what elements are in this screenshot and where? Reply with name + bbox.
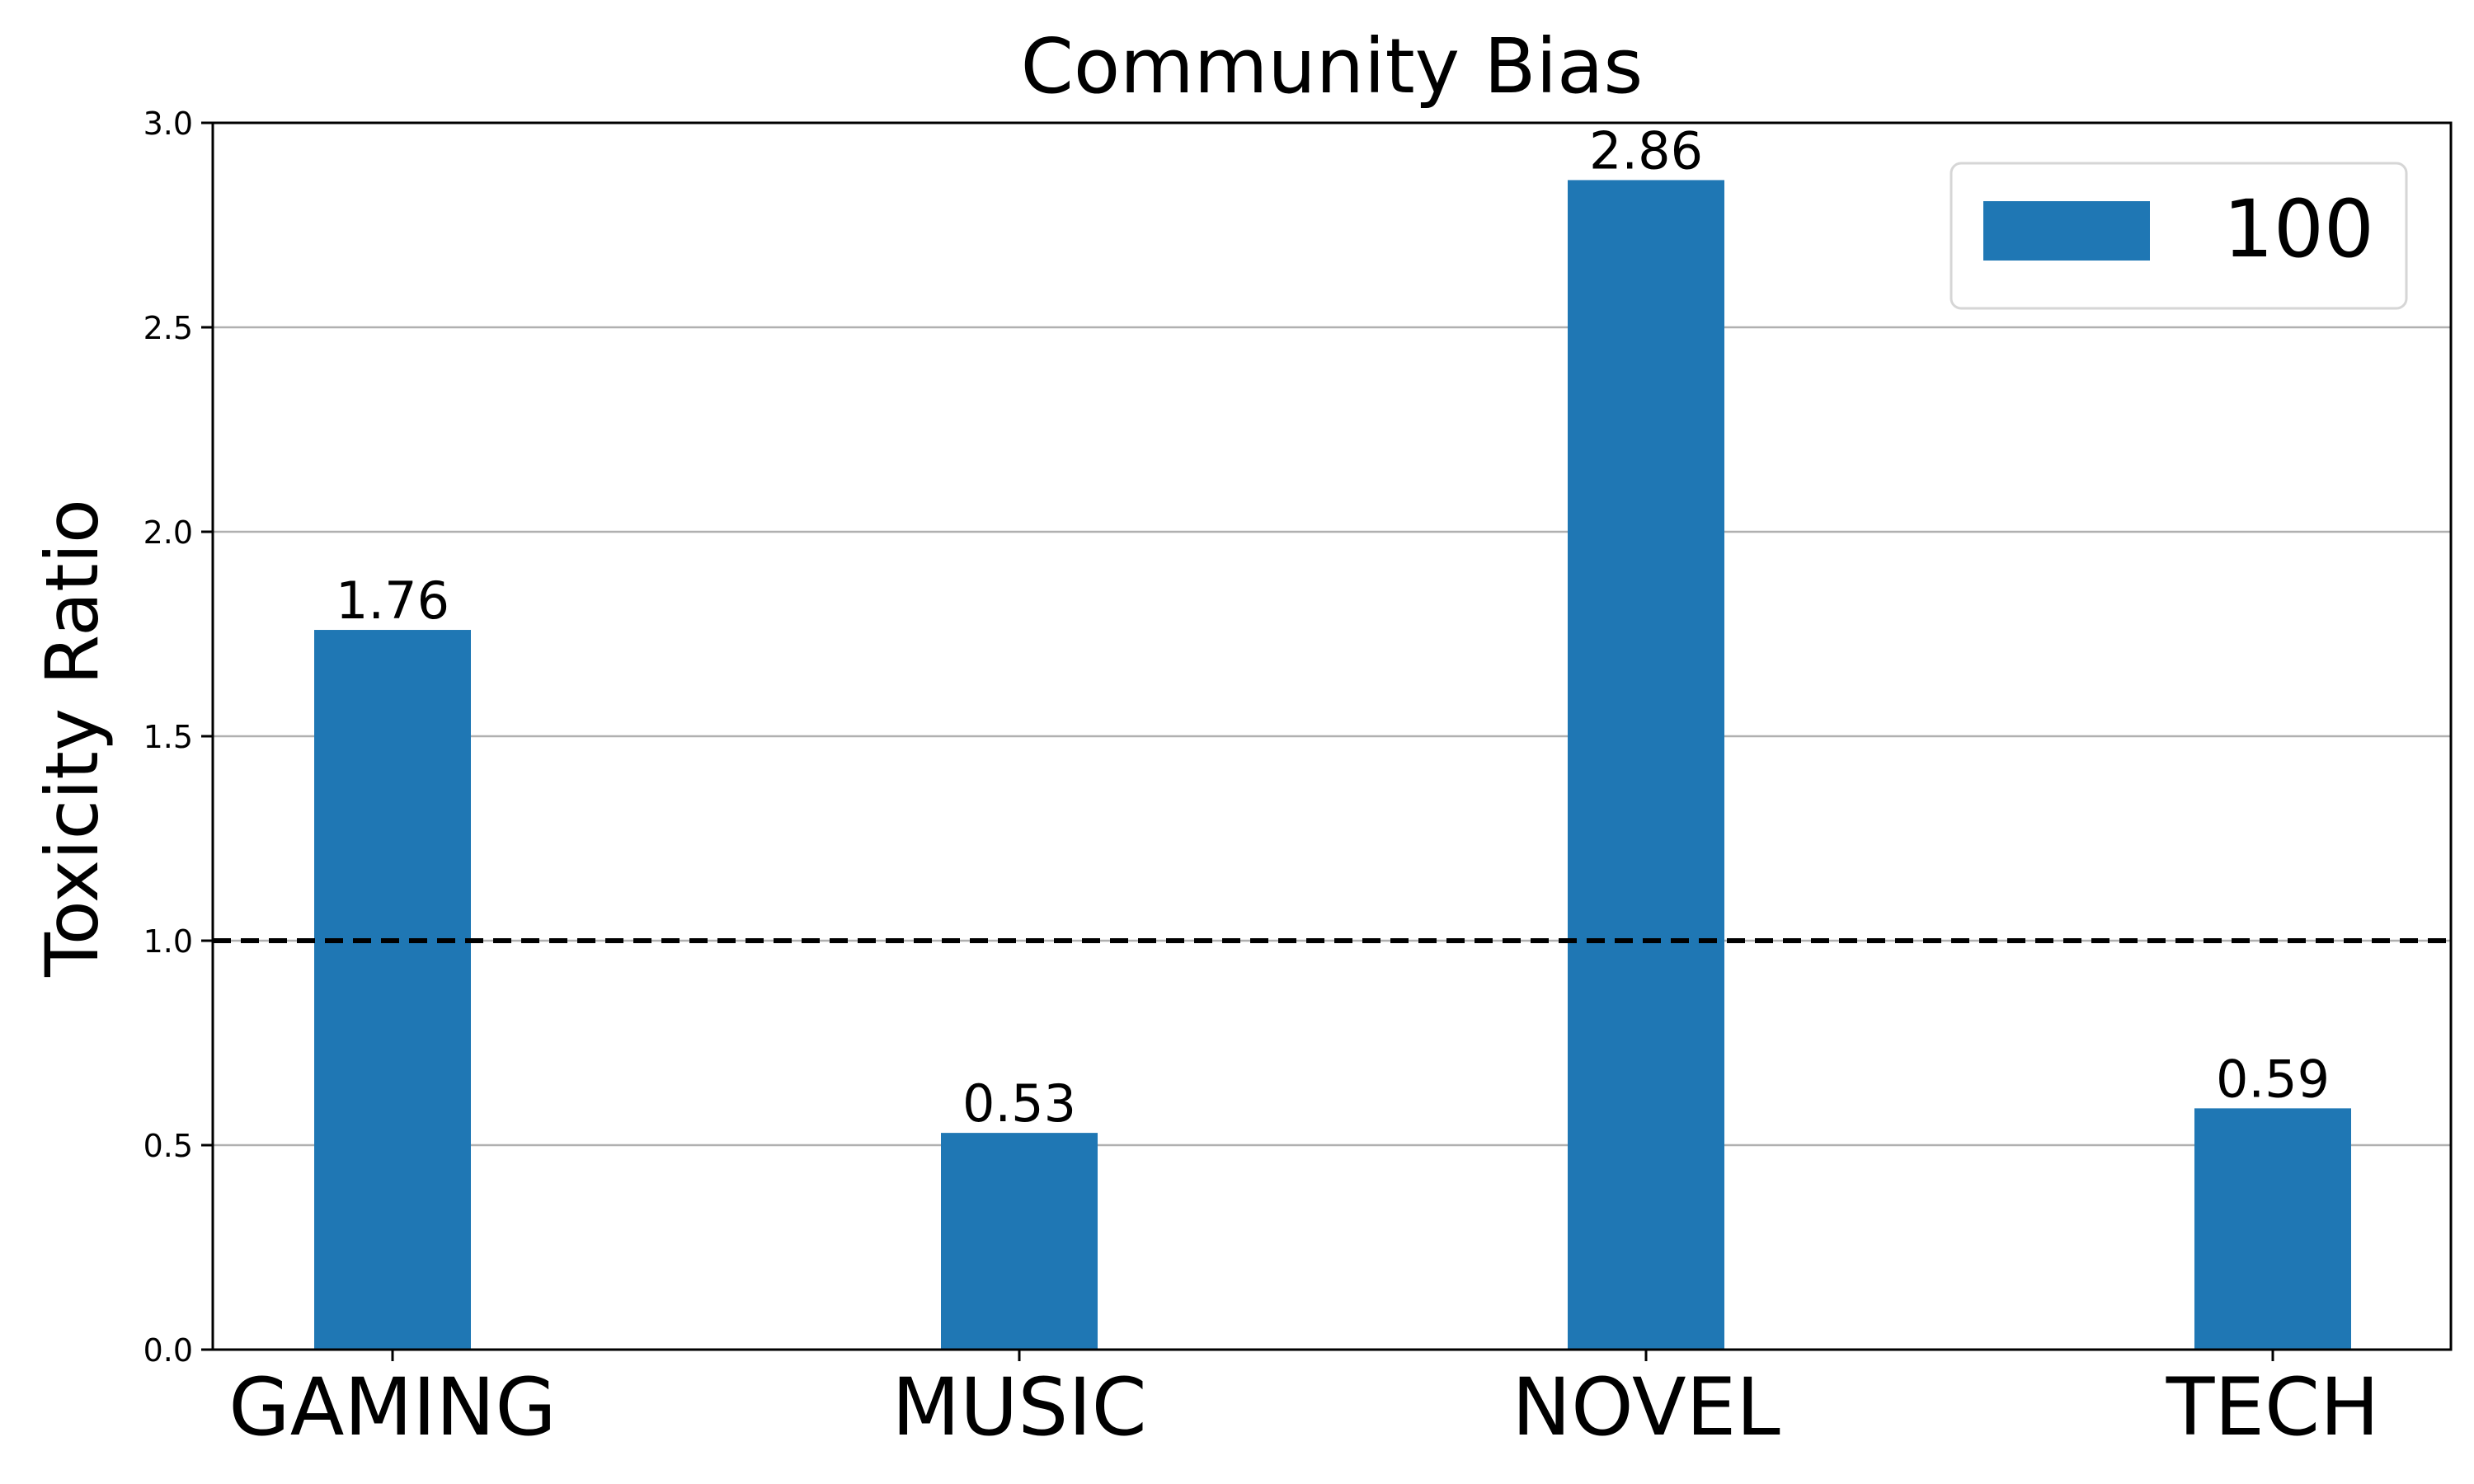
bar-value-labels: 1.76 0.53 2.86 0.59 [336, 120, 2330, 1134]
bars [314, 180, 2351, 1350]
legend-box [1950, 162, 2408, 310]
y-tick-label: 0.5 [143, 1128, 193, 1164]
y-tick-label: 3.0 [143, 106, 193, 142]
bar-music [941, 1133, 1098, 1350]
bar-novel [1568, 180, 1724, 1350]
bar-value-label-gaming: 1.76 [336, 571, 449, 631]
legend: 100 [1950, 162, 2408, 310]
bar-value-label-music: 0.53 [962, 1073, 1076, 1134]
x-tick-label-tech: TECH [2166, 1361, 2380, 1453]
y-axis-ticks: 0.0 0.5 1.0 1.5 2.0 2.5 3.0 [143, 106, 213, 1369]
x-tick-label-novel: NOVEL [1512, 1361, 1780, 1453]
y-tick-label: 2.0 [143, 514, 193, 551]
bar-tech [2194, 1108, 2351, 1350]
y-tick-label: 2.5 [143, 310, 193, 346]
x-tick-label-gaming: GAMING [228, 1361, 556, 1453]
x-tick-label-music: MUSIC [891, 1361, 1146, 1453]
y-tick-label: 1.5 [143, 719, 193, 755]
bar-gaming [314, 630, 471, 1350]
y-tick-label: 1.0 [143, 923, 193, 960]
y-axis-label: Toxicity Ratio [30, 499, 115, 978]
legend-swatch-100 [1983, 201, 2150, 261]
chart-title: Community Bias [1021, 22, 1644, 110]
bar-value-label-tech: 0.59 [2216, 1049, 2330, 1109]
y-tick-label: 0.0 [143, 1332, 193, 1369]
x-axis-ticks: GAMING MUSIC NOVEL TECH [228, 1350, 2379, 1453]
legend-label-100: 100 [2223, 183, 2374, 275]
bar-value-label-novel: 2.86 [1589, 120, 1703, 181]
